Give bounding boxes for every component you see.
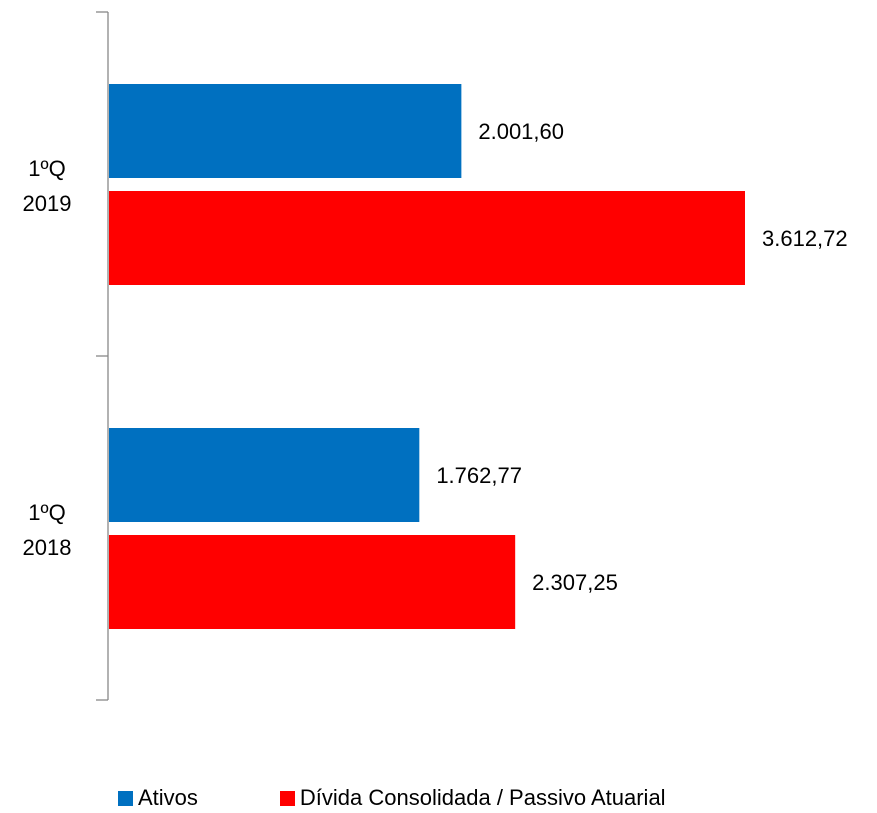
legend-label: Dívida Consolidada / Passivo Atuarial <box>299 785 666 810</box>
legend-swatch-divida <box>279 790 295 806</box>
legend-item-divida: Dívida Consolidada / Passivo Atuarial <box>279 785 666 811</box>
legend-item-ativos: Ativos <box>118 785 198 811</box>
data-label-divida-2018: 2.307,25 <box>532 570 618 595</box>
bar-ativos-2019 <box>109 84 462 178</box>
data-labels: 2.001,60 3.612,72 1.762,77 2.307,25 <box>436 119 847 595</box>
legend: Ativos Dívida Consolidada / Passivo Atua… <box>118 785 666 811</box>
category-axis <box>96 11 109 701</box>
category-label-line1: 1ºQ <box>28 500 65 525</box>
bar-ativos-2018 <box>109 428 420 522</box>
category-label-2019: 1ºQ 2019 <box>23 156 72 216</box>
category-label-line2: 2018 <box>23 535 72 560</box>
legend-swatch-ativos <box>118 790 133 806</box>
category-label-line2: 2019 <box>23 191 72 216</box>
bars <box>109 84 745 629</box>
data-label-ativos-2018: 1.762,77 <box>436 463 522 488</box>
category-label-line1: 1ºQ <box>28 156 65 181</box>
legend-label: Ativos <box>138 785 198 810</box>
bar-divida-2018 <box>109 535 516 629</box>
bar-divida-2019 <box>109 191 745 285</box>
data-label-divida-2019: 3.612,72 <box>762 226 848 251</box>
data-label-ativos-2019: 2.001,60 <box>478 119 564 144</box>
category-label-2018: 1ºQ 2018 <box>23 500 72 560</box>
